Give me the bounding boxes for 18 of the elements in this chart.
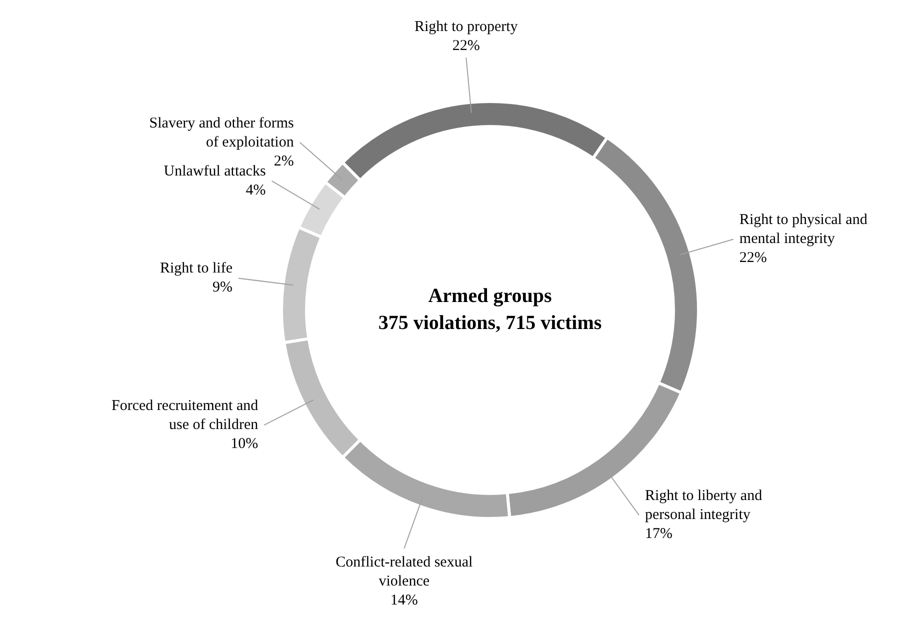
data-label: 22% [739, 250, 767, 266]
data-label: 22% [452, 38, 480, 54]
slice-label: Unlawful attacks [164, 163, 266, 180]
data-label: 10% [230, 436, 258, 452]
slice-label: Conflict-related sexual violence [336, 554, 473, 590]
data-label: 14% [390, 592, 418, 608]
data-label: 9% [212, 280, 232, 296]
text: 375 violations, 715 victims [378, 312, 602, 334]
slice-label: Forced recruitement and use of children [112, 398, 259, 434]
data-label: 17% [645, 526, 673, 542]
slice-label: Right to physical and mental integrity [739, 212, 868, 248]
data-label: 4% [246, 182, 266, 198]
data-label: 2% [274, 153, 294, 170]
slice-label: Right to liberty and personal integrity [645, 488, 763, 524]
slice-label: Slavery and other forms of exploitation [149, 115, 294, 150]
text: Armed groups [428, 285, 552, 308]
slice-label: Right to property [414, 19, 518, 36]
slice-label: Right to life [160, 260, 233, 277]
